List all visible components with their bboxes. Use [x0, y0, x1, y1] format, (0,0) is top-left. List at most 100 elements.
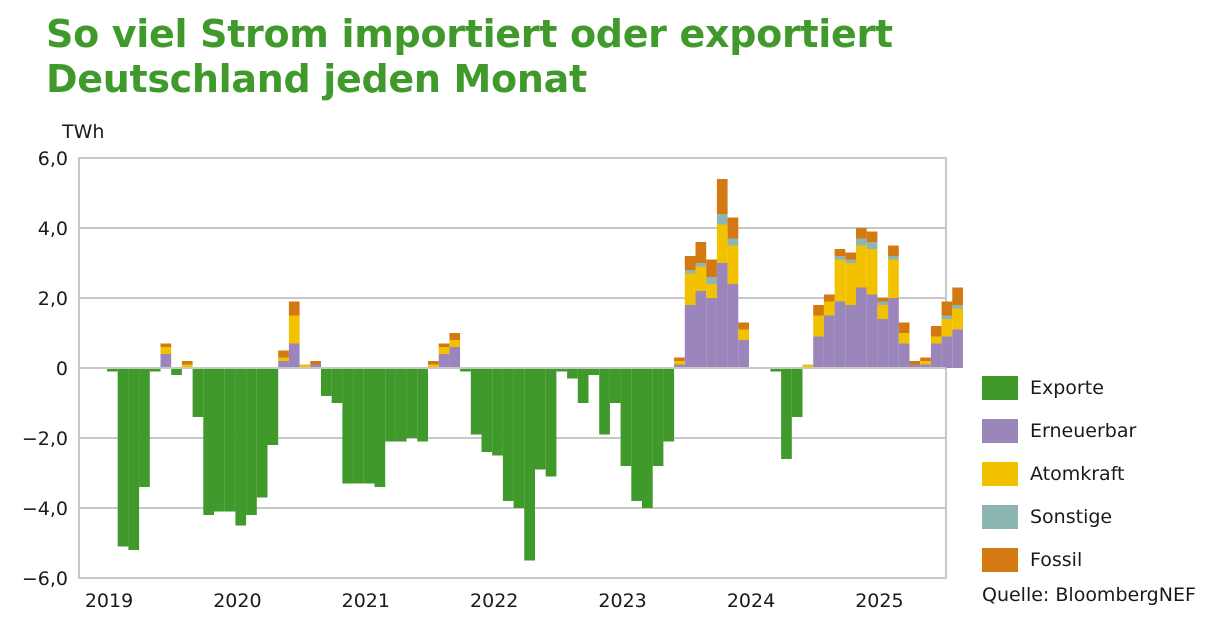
bar-atomkraft — [930, 336, 942, 344]
bar-atomkraft — [920, 361, 931, 365]
x-tick-label: 2022 — [470, 590, 518, 612]
bar-exporte — [374, 368, 386, 487]
bar-fossil — [181, 361, 193, 365]
bar-exporte — [331, 368, 343, 403]
bar-fossil — [845, 252, 856, 260]
bar-fossil — [813, 305, 824, 316]
bar-fossil — [278, 350, 289, 358]
legend-label: Fossil — [1030, 548, 1083, 571]
bar-atomkraft — [738, 329, 749, 340]
legend-label: Atomkraft — [1030, 462, 1125, 485]
bar-erneuerbar — [438, 354, 450, 368]
bar-erneuerbar — [278, 361, 289, 368]
bar-exporte — [267, 368, 279, 445]
bar-fossil — [449, 333, 461, 340]
bar-atomkraft — [898, 333, 910, 344]
bar-atomkraft — [813, 315, 824, 337]
bar-sonstige — [727, 238, 739, 246]
bar-erneuerbar — [706, 298, 717, 368]
legend-label: Erneuerbar — [1030, 419, 1137, 442]
bar-erneuerbar — [920, 364, 931, 368]
bar-sonstige — [952, 305, 963, 309]
bar-erneuerbar — [738, 340, 749, 368]
bar-fossil — [888, 245, 899, 256]
bar-fossil — [695, 242, 707, 263]
legend-item: Fossil — [982, 538, 1136, 581]
legend-item: Sonstige — [982, 495, 1136, 538]
x-tick-label: 2024 — [727, 590, 775, 612]
x-tick-label: 2019 — [85, 590, 133, 612]
bar-fossil — [856, 228, 867, 239]
bar-atomkraft — [941, 319, 953, 337]
bar-fossil — [866, 231, 878, 242]
bar-atomkraft — [160, 347, 172, 354]
bar-erneuerbar — [898, 343, 910, 368]
bar-atomkraft — [716, 224, 728, 263]
bar-exporte — [567, 368, 578, 379]
bar-exporte — [545, 368, 557, 477]
legend-item: Erneuerbar — [982, 409, 1136, 452]
bar-fossil — [930, 326, 942, 337]
y-tick-label: −6,0 — [22, 568, 68, 590]
bar-erneuerbar — [888, 298, 899, 368]
bar-sonstige — [856, 238, 867, 246]
bar-exporte — [609, 368, 621, 403]
bar-exporte — [492, 368, 503, 456]
bar-atomkraft — [834, 259, 846, 302]
bar-atomkraft — [845, 263, 856, 305]
bar-erneuerbar — [310, 364, 321, 368]
bar-erneuerbar — [160, 354, 172, 368]
bar-sonstige — [695, 263, 707, 267]
bar-erneuerbar — [856, 287, 867, 368]
bar-exporte — [139, 368, 150, 487]
bar-erneuerbar — [866, 294, 878, 368]
legend-swatch — [982, 504, 1018, 529]
bar-erneuerbar — [813, 336, 824, 368]
bar-fossil — [727, 217, 739, 239]
legend-item: Exporte — [982, 366, 1136, 409]
bar-erneuerbar — [941, 336, 953, 368]
bar-erneuerbar — [727, 284, 739, 368]
bar-fossil — [674, 357, 685, 361]
bar-exporte — [642, 368, 653, 508]
bar-exporte — [481, 368, 493, 452]
bar-exporte — [417, 368, 428, 442]
bar-exporte — [214, 368, 225, 512]
bar-fossil — [716, 179, 728, 214]
bar-atomkraft — [856, 245, 867, 288]
bar-atomkraft — [428, 364, 439, 368]
bar-exporte — [128, 368, 140, 550]
bar-exporte — [663, 368, 675, 442]
bar-sonstige — [877, 301, 889, 305]
y-axis-unit: TWh — [61, 121, 104, 143]
bar-exporte — [770, 368, 782, 372]
chart-title-line-1: So viel Strom importiert oder exportiert — [46, 12, 893, 56]
bar-exporte — [781, 368, 792, 459]
bar-fossil — [909, 361, 921, 365]
bar-erneuerbar — [716, 263, 728, 368]
bar-fossil — [738, 322, 749, 330]
bar-fossil — [428, 361, 439, 365]
y-tick-label: 6,0 — [38, 148, 68, 170]
bar-exporte — [406, 368, 418, 438]
bar-fossil — [941, 301, 953, 316]
x-tick-label: 2021 — [342, 590, 390, 612]
bar-sonstige — [888, 256, 899, 260]
bar-erneuerbar — [684, 305, 696, 368]
y-tick-label: −2,0 — [22, 428, 68, 450]
bar-fossil — [288, 301, 300, 316]
bar-exporte — [620, 368, 632, 466]
legend-label: Exporte — [1030, 376, 1104, 399]
bar-exporte — [577, 368, 589, 403]
bar-exporte — [556, 368, 568, 372]
x-tick-label: 2025 — [855, 590, 903, 612]
bar-fossil — [160, 343, 172, 347]
bar-erneuerbar — [834, 301, 846, 368]
bar-erneuerbar — [449, 347, 461, 368]
bar-exporte — [502, 368, 514, 501]
y-tick-label: −4,0 — [22, 498, 68, 520]
bar-fossil — [684, 256, 696, 270]
bar-exporte — [224, 368, 236, 512]
bar-exporte — [353, 368, 364, 484]
bar-fossil — [706, 259, 717, 277]
